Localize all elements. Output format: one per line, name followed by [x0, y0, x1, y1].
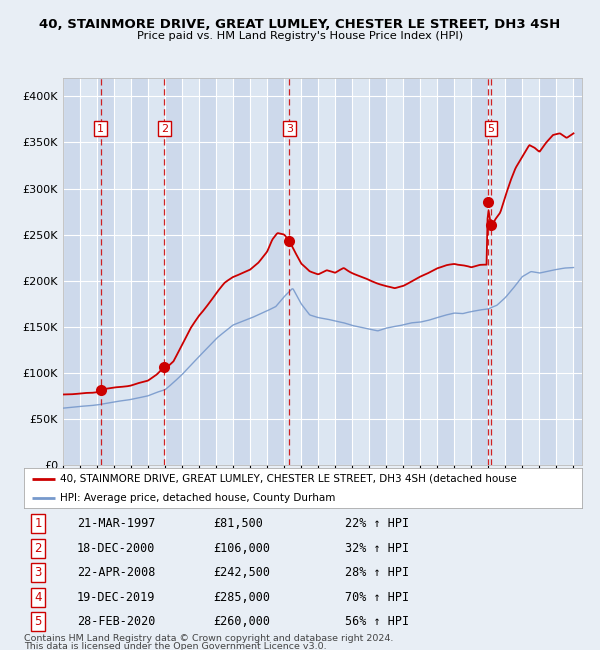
Bar — [352, 78, 369, 465]
Text: 21-MAR-1997: 21-MAR-1997 — [77, 517, 155, 530]
Bar — [284, 78, 301, 465]
Text: 2: 2 — [161, 124, 168, 134]
Text: 70% ↑ HPI: 70% ↑ HPI — [345, 591, 409, 604]
Text: 28% ↑ HPI: 28% ↑ HPI — [345, 566, 409, 579]
Text: Contains HM Land Registry data © Crown copyright and database right 2024.: Contains HM Land Registry data © Crown c… — [24, 634, 394, 644]
Text: 40, STAINMORE DRIVE, GREAT LUMLEY, CHESTER LE STREET, DH3 4SH (detached house: 40, STAINMORE DRIVE, GREAT LUMLEY, CHEST… — [60, 474, 517, 484]
Bar — [421, 78, 437, 465]
Bar — [131, 78, 148, 465]
Bar — [182, 78, 199, 465]
Bar — [148, 78, 165, 465]
Bar — [574, 78, 590, 465]
Text: 22-APR-2008: 22-APR-2008 — [77, 566, 155, 579]
Bar — [216, 78, 233, 465]
Bar — [454, 78, 472, 465]
Bar — [199, 78, 216, 465]
Text: 1: 1 — [34, 517, 42, 530]
Text: 3: 3 — [286, 124, 293, 134]
Text: 28-FEB-2020: 28-FEB-2020 — [77, 615, 155, 628]
Text: This data is licensed under the Open Government Licence v3.0.: This data is licensed under the Open Gov… — [24, 642, 326, 650]
Bar — [539, 78, 556, 465]
Text: 4: 4 — [34, 591, 42, 604]
Bar — [114, 78, 131, 465]
Text: £106,000: £106,000 — [214, 541, 271, 554]
Text: 5: 5 — [488, 124, 494, 134]
Bar — [472, 78, 488, 465]
Bar — [80, 78, 97, 465]
Text: 19-DEC-2019: 19-DEC-2019 — [77, 591, 155, 604]
Bar — [505, 78, 523, 465]
Bar — [403, 78, 421, 465]
Text: 2: 2 — [34, 541, 42, 554]
Bar — [523, 78, 539, 465]
Text: Price paid vs. HM Land Registry's House Price Index (HPI): Price paid vs. HM Land Registry's House … — [137, 31, 463, 42]
Bar — [267, 78, 284, 465]
Bar — [386, 78, 403, 465]
Text: £260,000: £260,000 — [214, 615, 271, 628]
Bar — [335, 78, 352, 465]
Bar — [369, 78, 386, 465]
Bar — [318, 78, 335, 465]
Text: 3: 3 — [34, 566, 41, 579]
Text: 5: 5 — [34, 615, 41, 628]
Text: 1: 1 — [97, 124, 104, 134]
Bar — [97, 78, 114, 465]
Text: 40, STAINMORE DRIVE, GREAT LUMLEY, CHESTER LE STREET, DH3 4SH: 40, STAINMORE DRIVE, GREAT LUMLEY, CHEST… — [40, 18, 560, 31]
Text: HPI: Average price, detached house, County Durham: HPI: Average price, detached house, Coun… — [60, 493, 335, 503]
Bar — [301, 78, 318, 465]
Text: 18-DEC-2000: 18-DEC-2000 — [77, 541, 155, 554]
Text: 22% ↑ HPI: 22% ↑ HPI — [345, 517, 409, 530]
Text: £81,500: £81,500 — [214, 517, 263, 530]
Text: 32% ↑ HPI: 32% ↑ HPI — [345, 541, 409, 554]
Text: £285,000: £285,000 — [214, 591, 271, 604]
Text: 56% ↑ HPI: 56% ↑ HPI — [345, 615, 409, 628]
Text: £242,500: £242,500 — [214, 566, 271, 579]
Bar — [165, 78, 182, 465]
Bar — [556, 78, 574, 465]
Bar — [233, 78, 250, 465]
Bar — [250, 78, 267, 465]
Bar — [437, 78, 454, 465]
Bar — [63, 78, 80, 465]
Bar — [488, 78, 505, 465]
